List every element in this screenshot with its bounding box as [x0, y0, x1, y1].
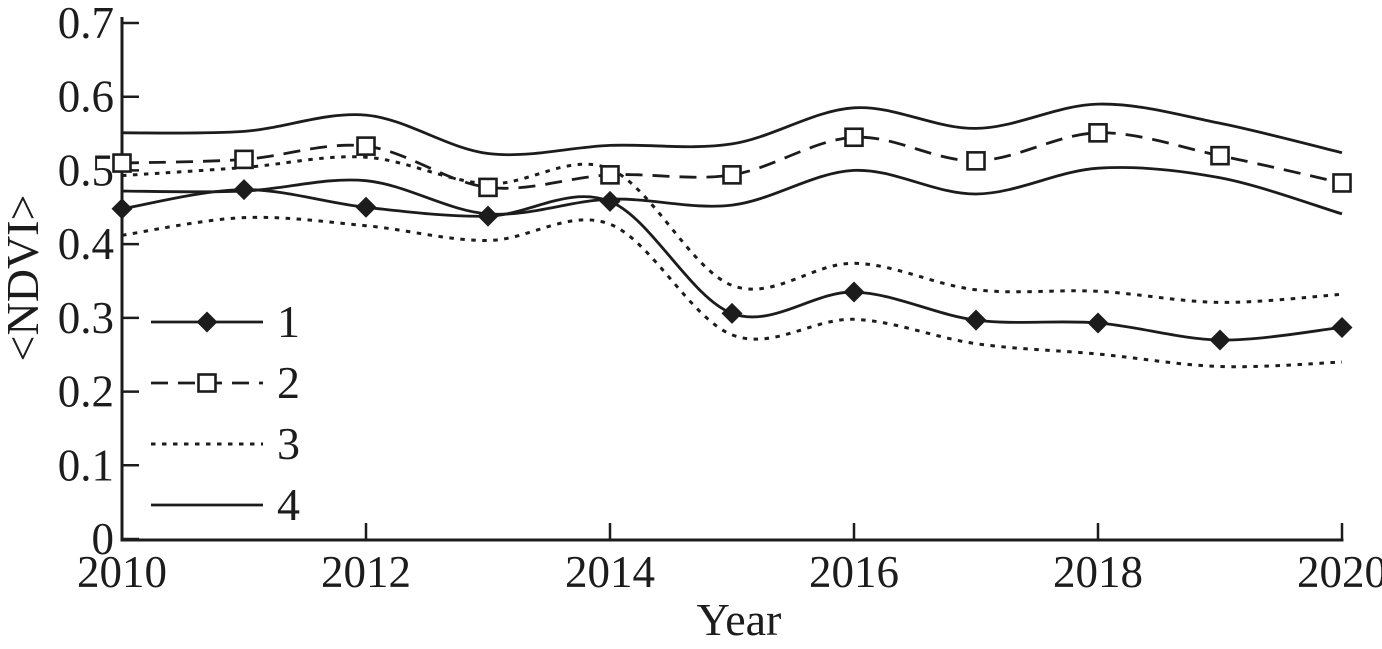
series-1-marker: [965, 309, 987, 331]
series-4: [121, 102, 1343, 216]
series-1-marker: [1331, 316, 1353, 338]
y-axis-title: <NDVI>: [0, 195, 48, 362]
y-tick-label-0.5: 0.5: [58, 145, 114, 195]
x-tick-label-2020: 2020: [1297, 547, 1382, 597]
series-1-marker: [1209, 329, 1231, 351]
series-1-marker: [355, 196, 377, 218]
y-tick-label-0.2: 0.2: [58, 367, 114, 417]
y-tick-label-0.3: 0.3: [58, 293, 114, 343]
series-1-marker: [477, 205, 499, 227]
series-1-marker: [599, 190, 621, 212]
series-2-marker: [1210, 145, 1230, 166]
legend-item-4: 4: [151, 479, 300, 530]
series-2-marker: [722, 165, 742, 185]
legend-item-3: 3: [151, 418, 300, 469]
x-tick-label-2012: 2012: [321, 547, 411, 597]
series-4-lower-line: [121, 166, 1343, 216]
legend-item-2: 2: [151, 357, 300, 408]
series-1-marker: [111, 198, 133, 220]
x-axis-title: Year: [697, 594, 782, 645]
series-2-marker: [1088, 123, 1108, 143]
series-2: [112, 123, 1352, 198]
y-tick-label-0.1: 0.1: [58, 440, 114, 490]
series-2-marker: [478, 177, 498, 198]
series-2-marker: [1332, 173, 1352, 193]
series-3-upper-line: [121, 155, 1343, 304]
axes: 0 0.1 0.2 0.3 0.4 0.5 0.6 0.7 2010 2012 2014 2016 20…: [58, 0, 1382, 597]
series-2-marker: [966, 151, 986, 171]
legend-marker-2: [197, 373, 217, 393]
series-2-marker: [600, 165, 620, 185]
series-1-marker: [721, 302, 743, 324]
series-3: [121, 155, 1343, 369]
legend-item-1: 1: [151, 296, 300, 347]
series-2-marker: [234, 149, 254, 170]
legend-label-1: 1: [277, 296, 300, 347]
legend-label-4: 4: [277, 479, 300, 530]
legend-label-3: 3: [277, 418, 300, 469]
y-tick-label-0: 0: [92, 514, 115, 564]
series-2-line: [121, 131, 1343, 190]
x-tick-label-2016: 2016: [809, 547, 899, 597]
y-tick-label-0.7: 0.7: [58, 0, 114, 48]
series-3-lower-line: [121, 215, 1343, 369]
legend-marker-1: [196, 311, 218, 333]
series-1-marker: [233, 179, 255, 201]
series-1-marker: [1087, 312, 1109, 334]
y-tick-label-0.6: 0.6: [58, 72, 114, 122]
x-tick-label-2010: 2010: [77, 547, 167, 597]
series-2-marker: [112, 153, 132, 173]
x-tick-label-2014: 2014: [565, 547, 655, 597]
series-2-marker: [844, 127, 864, 148]
series-2-marker: [356, 136, 376, 156]
y-tick-label-0.4: 0.4: [58, 219, 114, 269]
legend-label-2: 2: [277, 357, 300, 408]
legend: 1 2 3 4: [151, 296, 300, 530]
x-tick-label-2018: 2018: [1053, 547, 1143, 597]
series-4-upper-line: [121, 102, 1343, 157]
series-1: [111, 179, 1353, 351]
series-1-marker: [843, 281, 865, 303]
